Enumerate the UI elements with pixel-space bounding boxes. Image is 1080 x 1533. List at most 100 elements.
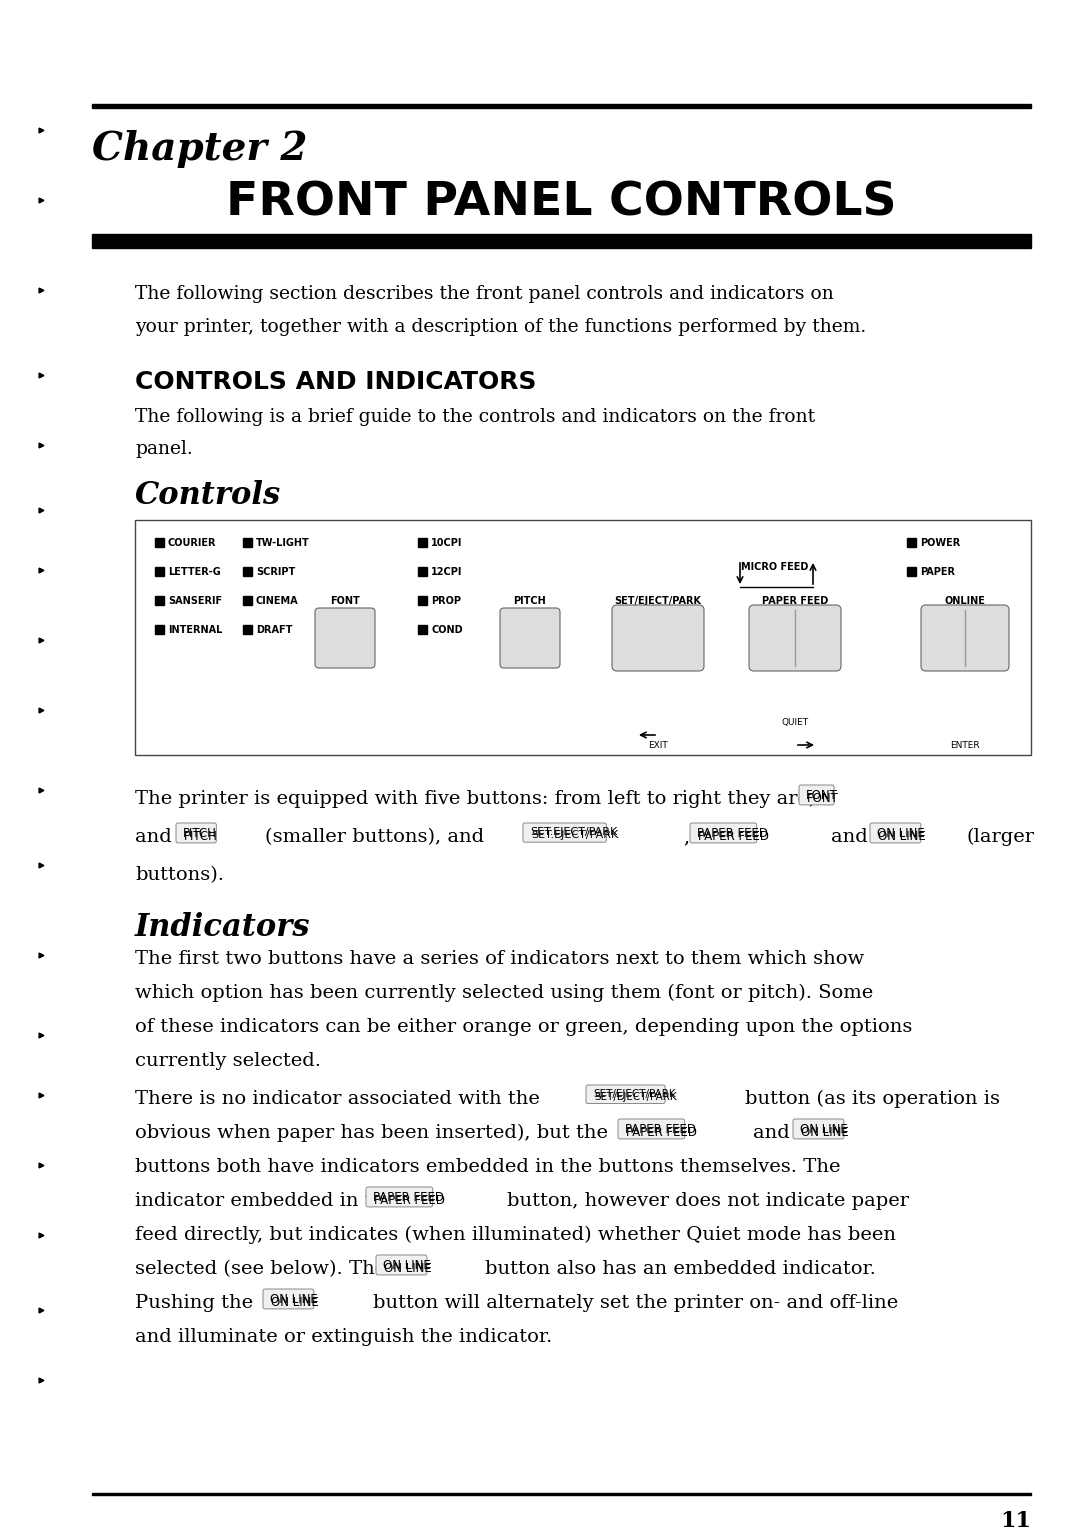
Bar	[907, 538, 916, 547]
Text: ON LINE: ON LINE	[801, 1127, 849, 1139]
FancyBboxPatch shape	[793, 1119, 843, 1139]
Text: (smaller buttons), and: (smaller buttons), and	[265, 828, 484, 846]
Text: obvious when paper has been inserted), but the: obvious when paper has been inserted), b…	[135, 1124, 608, 1142]
FancyBboxPatch shape	[921, 606, 1009, 671]
Text: POWER: POWER	[920, 538, 960, 547]
Text: PAPER: PAPER	[920, 567, 955, 576]
Bar	[156, 567, 164, 576]
Text: FONT: FONT	[807, 793, 839, 805]
Bar	[156, 625, 164, 635]
Text: PAPER FEED: PAPER FEED	[373, 1191, 444, 1203]
Text: FONT: FONT	[330, 596, 360, 606]
Text: buttons).: buttons).	[135, 866, 224, 885]
Text: ON LINE: ON LINE	[384, 1262, 432, 1275]
FancyBboxPatch shape	[176, 823, 216, 843]
Text: Chapter 2: Chapter 2	[92, 130, 307, 169]
Text: SET/EJECT/PARK: SET/EJECT/PARK	[593, 1088, 676, 1099]
Bar	[907, 567, 916, 576]
Text: Indicators: Indicators	[135, 912, 311, 943]
FancyBboxPatch shape	[612, 606, 704, 671]
Text: your printer, together with a description of the functions performed by them.: your printer, together with a descriptio…	[135, 317, 866, 336]
Text: FRONT PANEL CONTROLS: FRONT PANEL CONTROLS	[227, 179, 896, 225]
Text: The following section describes the front panel controls and indicators on: The following section describes the fron…	[135, 285, 834, 304]
Text: PROP: PROP	[431, 596, 461, 606]
Text: PITCH: PITCH	[184, 829, 218, 843]
Text: ON LINE: ON LINE	[878, 829, 926, 843]
Text: PAPER FEED: PAPER FEED	[625, 1124, 696, 1136]
Text: CONTROLS AND INDICATORS: CONTROLS AND INDICATORS	[135, 369, 537, 394]
Text: button also has an embedded indicator.: button also has an embedded indicator.	[485, 1260, 876, 1279]
Text: 11: 11	[1000, 1510, 1031, 1531]
Text: and: and	[753, 1124, 789, 1142]
FancyBboxPatch shape	[366, 1187, 433, 1206]
Text: PAPER FEED: PAPER FEED	[374, 1194, 445, 1206]
Text: ON LINE: ON LINE	[270, 1292, 318, 1306]
Text: ,: ,	[683, 828, 689, 846]
Text: TW-LIGHT: TW-LIGHT	[256, 538, 310, 547]
FancyBboxPatch shape	[586, 1085, 665, 1104]
Text: button will alternately set the printer on- and off-line: button will alternately set the printer …	[373, 1294, 899, 1312]
Bar	[418, 596, 427, 606]
Text: ONLINE: ONLINE	[945, 596, 985, 606]
Text: PAPER FEED: PAPER FEED	[626, 1127, 697, 1139]
Bar	[135, 520, 1031, 754]
Text: panel.: panel.	[135, 440, 192, 458]
Text: SET/EJECT/PARK: SET/EJECT/PARK	[594, 1091, 677, 1102]
Bar	[418, 538, 427, 547]
Text: which option has been currently selected using them (font or pitch). Some: which option has been currently selected…	[135, 984, 874, 1003]
Text: PAPER FEED: PAPER FEED	[761, 596, 828, 606]
Text: selected (see below). The: selected (see below). The	[135, 1260, 387, 1279]
Bar	[243, 596, 252, 606]
Text: PITCH: PITCH	[514, 596, 546, 606]
Text: MICRO FEED: MICRO FEED	[741, 563, 809, 572]
Text: ON LINE: ON LINE	[383, 1259, 431, 1272]
Text: and: and	[135, 828, 172, 846]
FancyBboxPatch shape	[523, 823, 607, 842]
Bar	[418, 567, 427, 576]
Text: EXIT: EXIT	[648, 740, 667, 750]
Text: buttons both have indicators embedded in the buttons themselves. The: buttons both have indicators embedded in…	[135, 1157, 840, 1176]
Text: currently selected.: currently selected.	[135, 1052, 321, 1070]
Text: SCRIPT: SCRIPT	[256, 567, 295, 576]
Text: feed directly, but indicates (when illuminated) whether Quiet mode has been: feed directly, but indicates (when illum…	[135, 1226, 896, 1245]
Text: PAPER FEED: PAPER FEED	[697, 826, 768, 840]
Bar	[418, 625, 427, 635]
Bar	[92, 104, 1031, 107]
FancyBboxPatch shape	[799, 785, 834, 805]
Text: INTERNAL: INTERNAL	[168, 625, 222, 635]
Text: Controls: Controls	[135, 480, 281, 510]
Text: SET.EJECT/PARK: SET.EJECT/PARK	[531, 829, 618, 840]
FancyBboxPatch shape	[315, 609, 375, 668]
FancyBboxPatch shape	[376, 1256, 427, 1275]
Text: The following is a brief guide to the controls and indicators on the front: The following is a brief guide to the co…	[135, 408, 815, 426]
FancyBboxPatch shape	[264, 1289, 314, 1309]
Text: ON LINE: ON LINE	[877, 826, 924, 840]
Bar	[243, 625, 252, 635]
Bar	[243, 567, 252, 576]
Bar	[92, 1493, 1031, 1495]
Text: The printer is equipped with five buttons: from left to right they are,: The printer is equipped with five button…	[135, 789, 815, 808]
Text: 12CPI: 12CPI	[431, 567, 462, 576]
Bar	[243, 538, 252, 547]
Text: COND: COND	[431, 625, 462, 635]
Text: button, however does not indicate paper: button, however does not indicate paper	[507, 1193, 909, 1210]
FancyBboxPatch shape	[750, 606, 841, 671]
Text: SANSERIF: SANSERIF	[168, 596, 222, 606]
Bar	[92, 235, 1031, 248]
FancyBboxPatch shape	[618, 1119, 685, 1139]
Text: and: and	[831, 828, 867, 846]
Text: ON LINE: ON LINE	[271, 1295, 319, 1309]
Text: of these indicators can be either orange or green, depending upon the options: of these indicators can be either orange…	[135, 1018, 913, 1036]
Text: button (as its operation is: button (as its operation is	[745, 1090, 1000, 1108]
Text: QUIET: QUIET	[782, 719, 809, 728]
Bar	[156, 596, 164, 606]
Text: ENTER: ENTER	[950, 740, 980, 750]
Text: COURIER: COURIER	[168, 538, 216, 547]
Text: The first two buttons have a series of indicators next to them which show: The first two buttons have a series of i…	[135, 950, 864, 967]
Text: (larger: (larger	[967, 828, 1035, 846]
Text: 10CPI: 10CPI	[431, 538, 462, 547]
FancyBboxPatch shape	[690, 823, 757, 843]
Text: There is no indicator associated with the: There is no indicator associated with th…	[135, 1090, 540, 1108]
Text: ON LINE: ON LINE	[800, 1124, 848, 1136]
Text: and illuminate or extinguish the indicator.: and illuminate or extinguish the indicat…	[135, 1328, 552, 1346]
